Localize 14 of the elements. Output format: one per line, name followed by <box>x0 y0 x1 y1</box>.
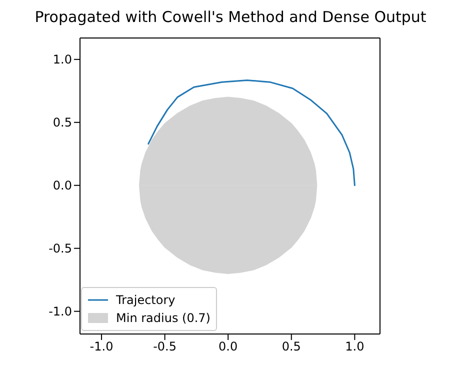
x-tick-label: -0.5 <box>153 340 177 354</box>
x-tick-label: 0.0 <box>218 340 238 354</box>
y-tick-label: 0.5 <box>52 116 72 130</box>
legend-label: Min radius (0.7) <box>116 310 210 327</box>
y-tick-label: -1.0 <box>48 304 72 319</box>
chart-title: Propagated with Cowell's Method and Dense Output <box>34 8 428 28</box>
line-series <box>148 79 356 186</box>
y-tick-label: 1.0 <box>52 52 72 67</box>
x-tick-label: 1.0 <box>345 340 364 354</box>
legend-label: Trajectory <box>116 292 176 309</box>
x-tick-label: -1.0 <box>90 340 114 354</box>
y-tick-label: -0.5 <box>48 242 72 256</box>
x-tick-label: 0.5 <box>282 340 301 354</box>
y-tick-label: 0.0 <box>52 178 72 193</box>
